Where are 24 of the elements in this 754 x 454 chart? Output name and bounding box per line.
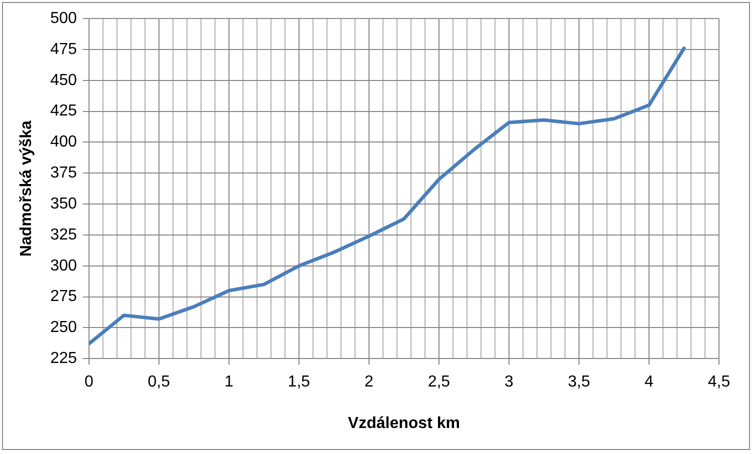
x-tick-label: 4	[644, 374, 654, 391]
y-axis-title: Nadmořská výška	[18, 120, 36, 257]
y-tick-label: 450	[50, 72, 77, 89]
x-tick-label: 2,5	[428, 374, 450, 391]
x-tick-label: 2	[364, 374, 374, 391]
x-tick-label: 3	[504, 374, 514, 391]
x-tick-label: 0	[84, 374, 94, 391]
x-tick-label: 4,5	[708, 374, 730, 391]
y-tick-label: 350	[50, 195, 77, 212]
y-tick-label: 475	[50, 40, 77, 58]
x-tick-label: 1,5	[288, 374, 310, 391]
y-tick-label: 425	[50, 102, 77, 120]
y-tick-label: 250	[50, 319, 77, 336]
x-tick-label: 1	[224, 374, 234, 391]
y-tick-label: 225	[50, 350, 77, 368]
x-axis-title: Vzdálenost km	[348, 414, 460, 432]
y-tick-label: 325	[50, 226, 77, 244]
x-tick-label: 3,5	[568, 374, 590, 391]
y-tick-label: 375	[50, 164, 77, 182]
y-tick-label: 400	[50, 134, 77, 151]
y-tick-label: 500	[50, 10, 77, 28]
y-tick-label: 300	[50, 257, 77, 274]
x-tick-label: 0,5	[148, 374, 170, 391]
y-tick-label: 275	[50, 288, 77, 306]
